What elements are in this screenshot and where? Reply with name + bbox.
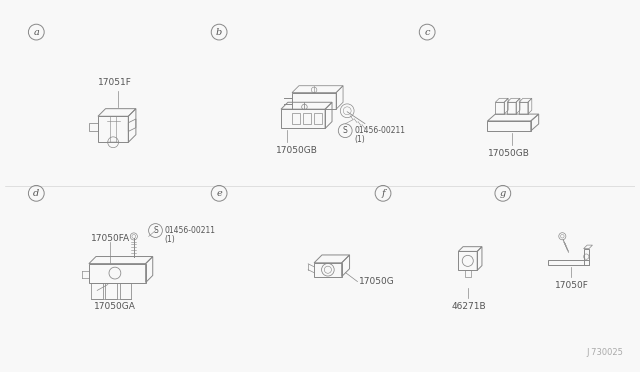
- Text: S: S: [153, 226, 158, 235]
- Text: S: S: [343, 126, 348, 135]
- Text: 17050G: 17050G: [360, 277, 395, 286]
- Text: 17050GB: 17050GB: [275, 146, 317, 155]
- Text: b: b: [216, 28, 222, 36]
- Text: 17050FA: 17050FA: [91, 234, 130, 243]
- Text: (1): (1): [164, 235, 175, 244]
- Text: f: f: [381, 189, 385, 198]
- Text: 01456-00211: 01456-00211: [164, 226, 215, 235]
- Text: 17050GA: 17050GA: [93, 302, 136, 311]
- Text: 17050GB: 17050GB: [488, 148, 529, 158]
- Text: g: g: [500, 189, 506, 198]
- Text: a: a: [33, 28, 39, 36]
- Text: d: d: [33, 189, 40, 198]
- Text: 17051F: 17051F: [99, 78, 132, 87]
- Text: (1): (1): [354, 135, 365, 144]
- Text: J 730025: J 730025: [586, 349, 623, 357]
- Text: 46271B: 46271B: [452, 302, 486, 311]
- Text: c: c: [424, 28, 430, 36]
- Text: 17050F: 17050F: [556, 281, 589, 290]
- Text: 01456-00211: 01456-00211: [354, 126, 405, 135]
- Text: e: e: [216, 189, 222, 198]
